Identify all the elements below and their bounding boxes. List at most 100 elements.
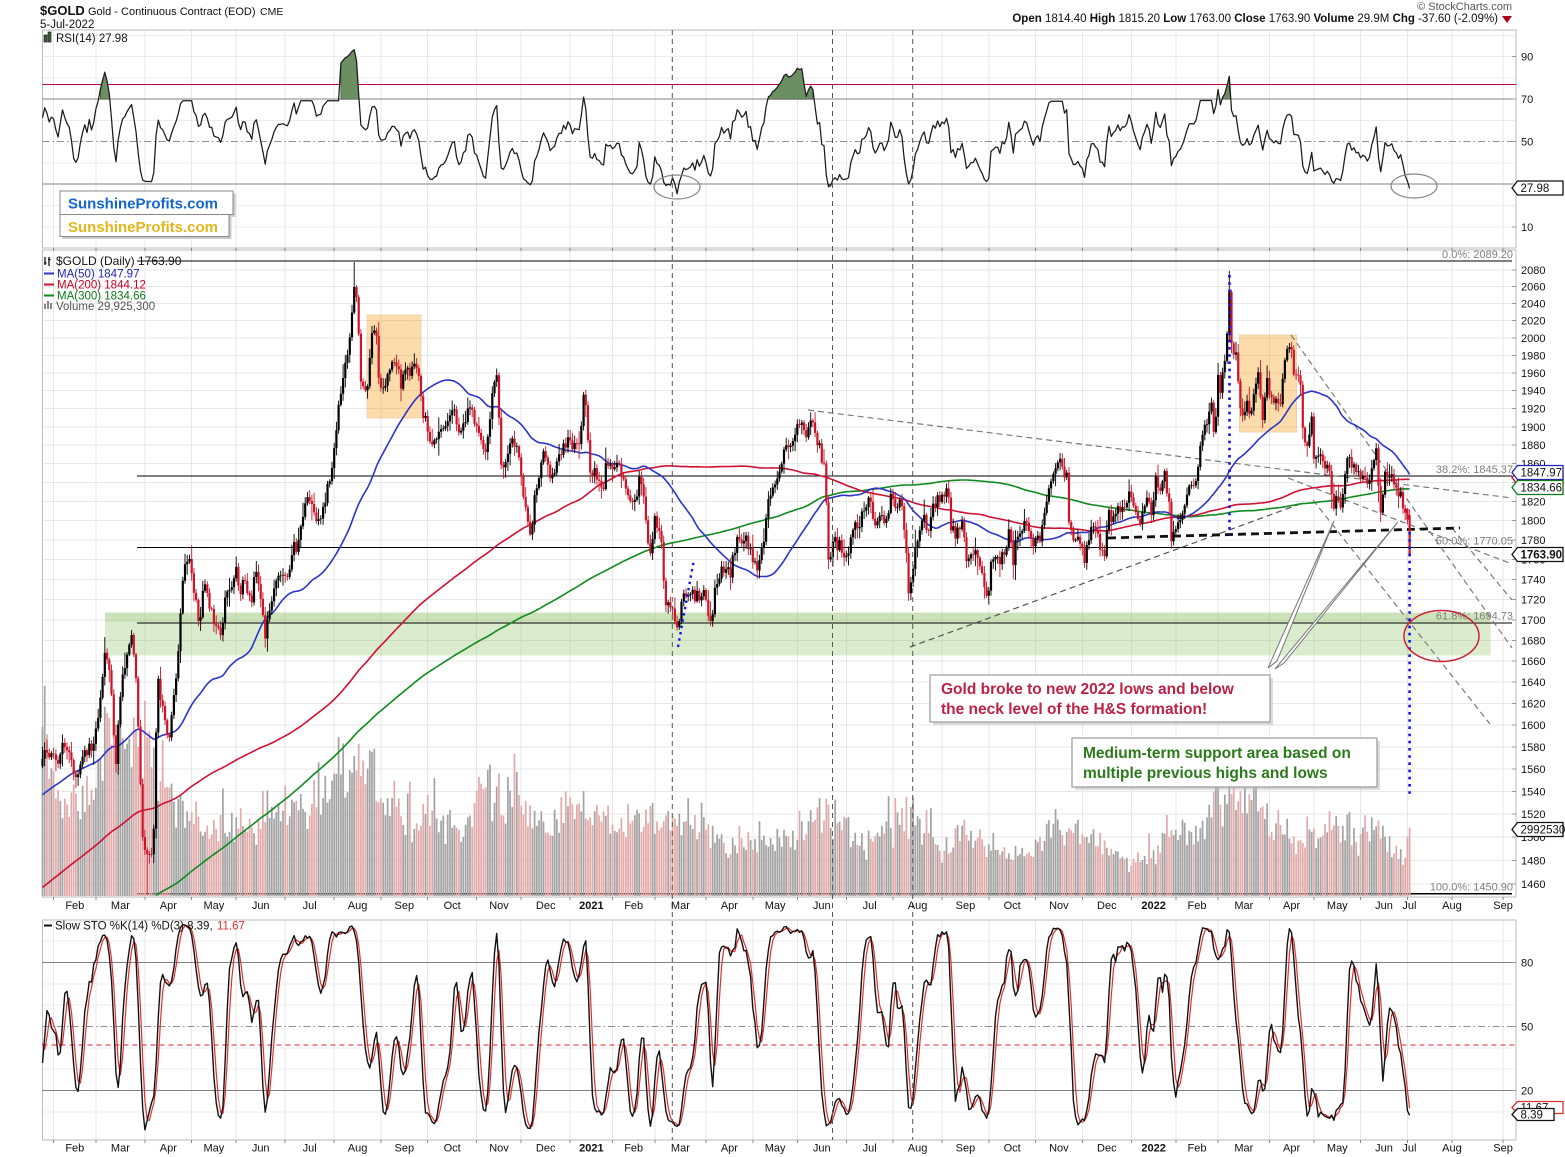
svg-text:50: 50: [1521, 137, 1533, 149]
svg-text:1560: 1560: [1521, 764, 1545, 776]
svg-text:Aug: Aug: [1442, 900, 1462, 912]
svg-text:1980: 1980: [1521, 350, 1545, 362]
svg-text:MA(50) 1847.97: MA(50) 1847.97: [57, 269, 139, 281]
svg-text:2080: 2080: [1521, 265, 1545, 277]
svg-text:50.0%: 1770.05: 50.0%: 1770.05: [1436, 536, 1513, 548]
svg-text:1960: 1960: [1521, 368, 1545, 380]
svg-text:MA(200) 1844.12: MA(200) 1844.12: [57, 280, 146, 292]
svg-text:© StockCharts.com: © StockCharts.com: [1417, 1, 1512, 13]
svg-text:Feb: Feb: [624, 1143, 643, 1155]
svg-text:1880: 1880: [1521, 440, 1545, 452]
svg-text:Apr: Apr: [721, 900, 738, 912]
svg-text:CME: CME: [260, 6, 283, 18]
svg-text:50: 50: [1521, 1022, 1533, 1034]
svg-text:Mar: Mar: [671, 1143, 690, 1155]
svg-text:Oct: Oct: [1004, 900, 1021, 912]
svg-text:SunshineProfits.com: SunshineProfits.com: [68, 219, 218, 236]
svg-text:Feb: Feb: [1188, 900, 1207, 912]
svg-text:Medium-term support area based: Medium-term support area based on: [1083, 745, 1351, 762]
svg-text:1920: 1920: [1521, 404, 1545, 416]
svg-text:11.67: 11.67: [217, 921, 245, 933]
svg-text:May: May: [1327, 1143, 1348, 1155]
svg-text:1480: 1480: [1521, 855, 1545, 867]
svg-text:1460: 1460: [1521, 879, 1545, 891]
svg-text:Jun: Jun: [252, 1143, 270, 1155]
svg-text:2022: 2022: [1141, 900, 1165, 912]
svg-text:Jul: Jul: [1402, 900, 1416, 912]
svg-text:$GOLD (Daily) 1763.90: $GOLD (Daily) 1763.90: [56, 254, 182, 268]
svg-text:2020: 2020: [1521, 316, 1545, 328]
svg-text:1740: 1740: [1521, 575, 1545, 587]
svg-text:Dec: Dec: [1097, 1143, 1117, 1155]
svg-text:Jun: Jun: [252, 900, 270, 912]
svg-text:8.39: 8.39: [1521, 1110, 1543, 1122]
svg-text:Aug: Aug: [1442, 1143, 1462, 1155]
svg-text:the neck level of the H&S form: the neck level of the H&S formation!: [941, 701, 1207, 718]
svg-text:90: 90: [1521, 52, 1533, 64]
svg-text:Oct: Oct: [1004, 1143, 1021, 1155]
svg-text:Apr: Apr: [160, 900, 177, 912]
svg-text:2000: 2000: [1521, 333, 1545, 345]
svg-text:Jun: Jun: [1375, 900, 1393, 912]
svg-text:Oct: Oct: [444, 1143, 461, 1155]
svg-text:Dec: Dec: [536, 900, 556, 912]
svg-text:0.0%: 2089.20: 0.0%: 2089.20: [1442, 249, 1513, 261]
svg-text:Nov: Nov: [1049, 900, 1069, 912]
svg-text:$GOLD: $GOLD: [40, 3, 85, 18]
svg-text:1834.66: 1834.66: [1521, 483, 1563, 495]
svg-text:Nov: Nov: [489, 900, 509, 912]
svg-text:May: May: [765, 1143, 786, 1155]
svg-text:1620: 1620: [1521, 699, 1545, 711]
svg-text:1520: 1520: [1521, 809, 1545, 821]
svg-text:Dec: Dec: [536, 1143, 556, 1155]
svg-text:5-Jul-2022: 5-Jul-2022: [40, 19, 94, 31]
svg-text:2021: 2021: [579, 900, 603, 912]
svg-text:1800: 1800: [1521, 516, 1545, 528]
svg-text:Feb: Feb: [65, 1143, 84, 1155]
svg-text:Sep: Sep: [1493, 900, 1513, 912]
svg-text:MA(300) 1834.66: MA(300) 1834.66: [57, 291, 146, 303]
svg-text:multiple previous highs and lo: multiple previous highs and lows: [1083, 765, 1328, 782]
svg-text:1820: 1820: [1521, 497, 1545, 509]
svg-text:Aug: Aug: [348, 1143, 368, 1155]
svg-text:1580: 1580: [1521, 742, 1545, 754]
svg-text:1940: 1940: [1521, 386, 1545, 398]
svg-text:Apr: Apr: [160, 1143, 177, 1155]
svg-text:61.8%: 1694.73: 61.8%: 1694.73: [1436, 611, 1513, 623]
svg-text:20: 20: [1521, 1086, 1533, 1098]
svg-text:Open 1814.40 High 1815.20 Low: Open 1814.40 High 1815.20 Low 1763.00 Cl…: [1012, 13, 1498, 25]
svg-text:1847.97: 1847.97: [1521, 468, 1563, 480]
svg-text:Apr: Apr: [1283, 1143, 1300, 1155]
svg-text:2021: 2021: [579, 1143, 603, 1155]
svg-text:Sep: Sep: [956, 1143, 976, 1155]
svg-text:Jul: Jul: [1402, 1143, 1416, 1155]
svg-text:2040: 2040: [1521, 299, 1545, 311]
svg-text:Dec: Dec: [1097, 900, 1117, 912]
svg-text:Nov: Nov: [489, 1143, 509, 1155]
svg-text:1540: 1540: [1521, 786, 1545, 798]
svg-text:Aug: Aug: [348, 900, 368, 912]
svg-text:SunshineProfits.com: SunshineProfits.com: [68, 196, 218, 213]
svg-text:Apr: Apr: [1283, 900, 1300, 912]
svg-text:RSI(14) 27.98: RSI(14) 27.98: [56, 33, 128, 45]
svg-text:Sep: Sep: [395, 900, 415, 912]
svg-text:Gold - Continuous Contract (EO: Gold - Continuous Contract (EOD): [88, 6, 256, 18]
svg-text:Nov: Nov: [1049, 1143, 1069, 1155]
svg-text:1680: 1680: [1521, 635, 1545, 647]
svg-text:1780: 1780: [1521, 535, 1545, 547]
svg-text:May: May: [204, 1143, 225, 1155]
svg-text:1763.90: 1763.90: [1521, 550, 1563, 562]
svg-text:Feb: Feb: [624, 900, 643, 912]
svg-text:2992530: 2992530: [1521, 825, 1565, 837]
svg-text:70: 70: [1521, 94, 1533, 106]
svg-text:Aug: Aug: [908, 1143, 928, 1155]
svg-text:May: May: [765, 900, 786, 912]
svg-text:Apr: Apr: [721, 1143, 738, 1155]
svg-text:May: May: [204, 900, 225, 912]
svg-text:1660: 1660: [1521, 656, 1545, 668]
svg-text:100.0%: 1450.90: 100.0%: 1450.90: [1430, 882, 1513, 894]
svg-text:Oct: Oct: [444, 900, 461, 912]
svg-text:2022: 2022: [1141, 1143, 1165, 1155]
svg-text:Mar: Mar: [111, 900, 130, 912]
svg-text:Sep: Sep: [395, 1143, 415, 1155]
